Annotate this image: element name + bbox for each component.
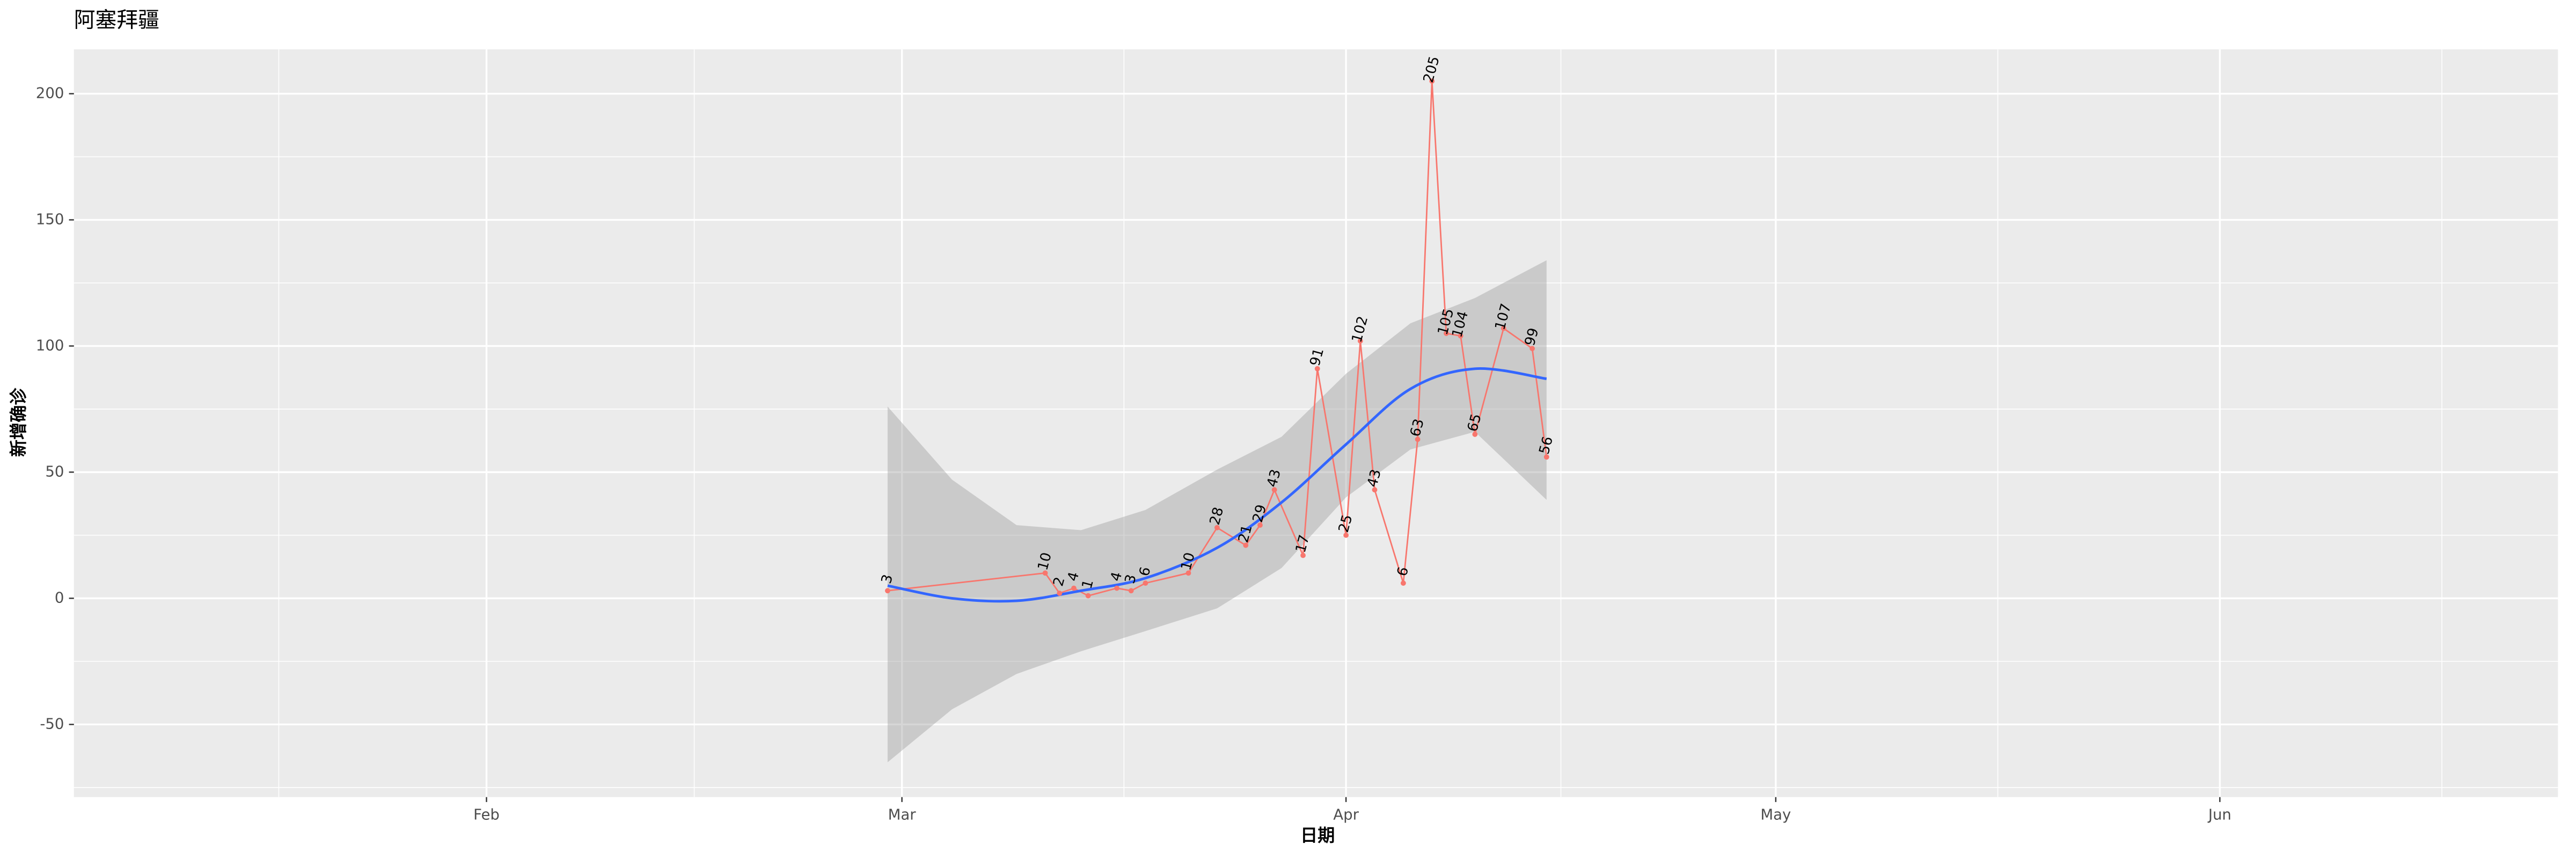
data-label: 1: [1079, 578, 1097, 591]
data-label: 4: [1108, 570, 1125, 583]
data-point: [885, 588, 890, 594]
y-tick-label: 200: [36, 85, 64, 102]
data-point: [1343, 533, 1349, 538]
smooth-line: [887, 367, 1547, 603]
y-tick-label: 0: [55, 589, 64, 606]
data-point: [1143, 580, 1148, 586]
y-tick-label: 100: [36, 337, 64, 354]
y-axis-title: 新增确诊: [9, 388, 29, 457]
x-tick-label: Jun: [2207, 806, 2231, 823]
data-point: [1300, 552, 1306, 558]
data-point: [1529, 346, 1535, 352]
data-point: [1444, 331, 1449, 336]
data-point: [1472, 432, 1478, 437]
data-point: [1185, 570, 1191, 576]
data-point: [1357, 338, 1363, 344]
data-point: [1543, 454, 1549, 460]
data-label: 6: [1136, 565, 1154, 578]
chart-title: 阿塞拜疆: [74, 8, 159, 32]
x-axis-title: 日期: [1300, 825, 1335, 846]
y-tick-label: -50: [40, 715, 64, 732]
data-point: [1071, 585, 1077, 591]
x-tick-label: Mar: [888, 806, 917, 823]
data-point: [1085, 593, 1091, 599]
data-point: [1057, 591, 1063, 596]
x-tick-label: May: [1760, 806, 1791, 823]
data-point: [1128, 588, 1134, 594]
data-point: [1214, 525, 1220, 530]
x-tick-label: Apr: [1333, 806, 1359, 823]
data-point: [1271, 487, 1277, 493]
data-point: [1429, 78, 1435, 84]
data-point: [1400, 580, 1406, 586]
data-point: [1501, 325, 1506, 331]
data-label: 3: [1122, 573, 1140, 586]
data-point: [1372, 487, 1378, 493]
data-label: 6: [1394, 565, 1412, 578]
data-point: [1415, 436, 1421, 442]
data-point: [1458, 333, 1463, 339]
y-tick-label: 50: [45, 463, 64, 480]
y-tick-label: 150: [36, 211, 64, 228]
data-point: [1314, 366, 1320, 372]
data-label: 4: [1065, 570, 1082, 583]
data-label: 3: [879, 573, 896, 586]
panel: [74, 49, 2558, 797]
confidence-band: [887, 260, 1547, 762]
data-label: 2: [1050, 576, 1068, 588]
x-tick-label: Feb: [473, 806, 500, 823]
data-point: [1257, 522, 1263, 528]
data-point: [1243, 542, 1249, 548]
data-point: [1114, 585, 1119, 591]
data-point: [1042, 570, 1048, 576]
